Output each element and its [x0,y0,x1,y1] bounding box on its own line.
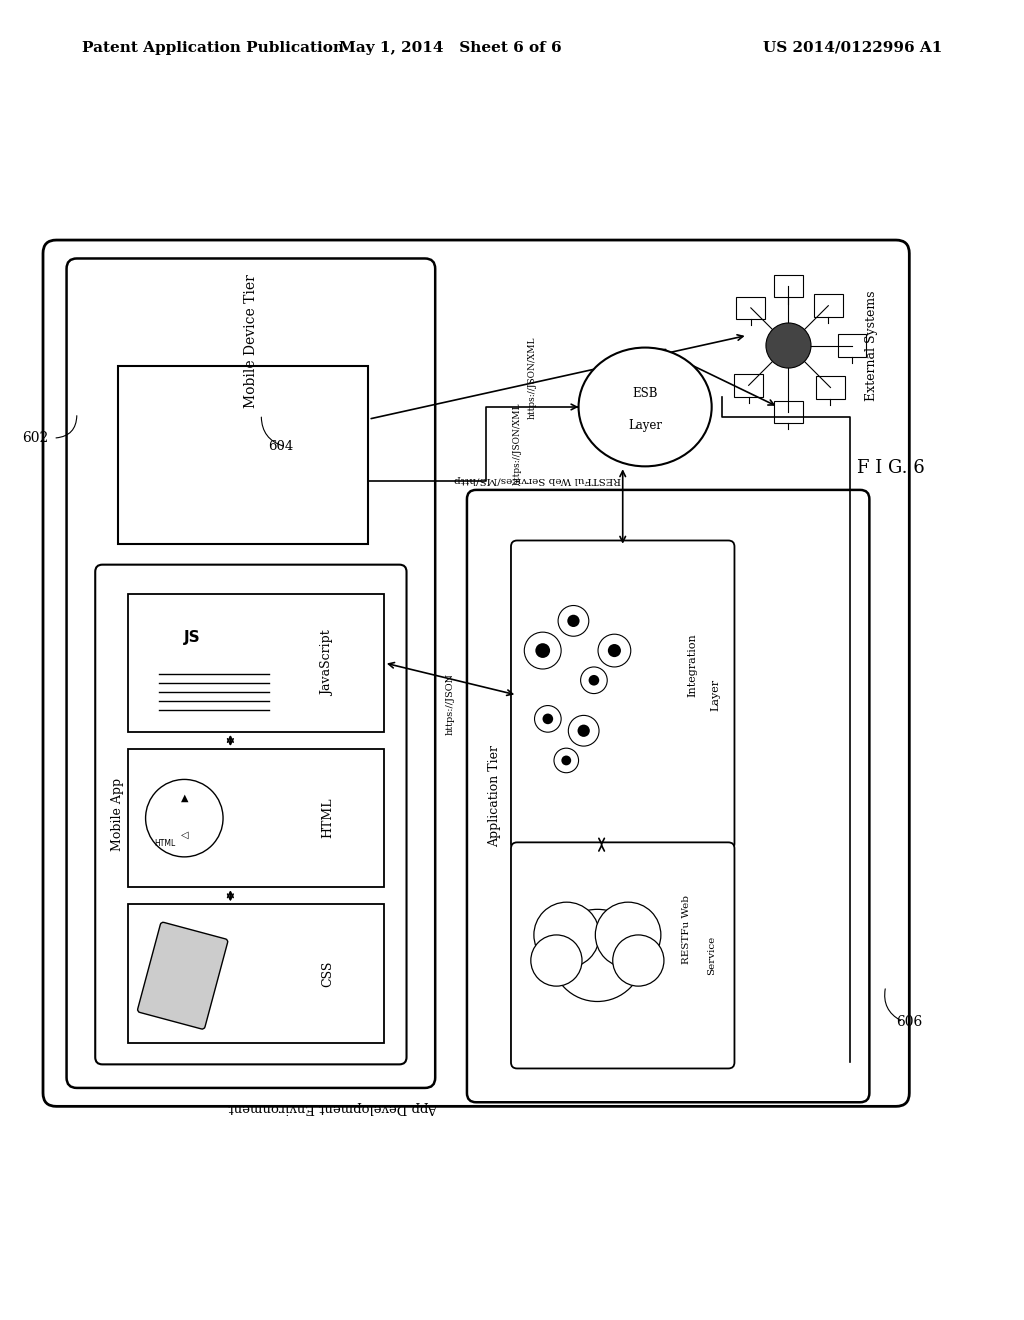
Text: Mobile Device Tier: Mobile Device Tier [244,273,258,408]
Text: RESTFul Web Services/MS/http: RESTFul Web Services/MS/http [454,475,622,483]
FancyBboxPatch shape [137,923,227,1030]
Bar [774,275,803,297]
Circle shape [558,606,589,636]
Bar [814,294,843,317]
Text: JS: JS [183,631,201,645]
Bar [816,376,845,399]
Circle shape [598,634,631,667]
Text: Integration: Integration [687,634,697,697]
FancyBboxPatch shape [95,565,407,1064]
Circle shape [608,644,621,657]
Text: https://JSON/XML: https://JSON/XML [528,337,537,420]
Circle shape [766,323,811,368]
Circle shape [568,715,599,746]
Circle shape [534,902,599,968]
Circle shape [578,725,590,737]
Bar [774,401,803,424]
Text: Layer: Layer [628,418,663,432]
Text: ◁: ◁ [180,830,188,840]
Ellipse shape [579,347,712,466]
Text: External Systems: External Systems [865,290,879,401]
Text: https://JSON/XML: https://JSON/XML [513,403,521,486]
Text: 602: 602 [22,432,48,445]
FancyBboxPatch shape [43,240,909,1106]
Text: Patent Application Publication: Patent Application Publication [82,41,344,54]
Bar [128,594,384,733]
Text: 604: 604 [268,440,294,453]
Circle shape [581,667,607,693]
Circle shape [535,706,561,733]
FancyBboxPatch shape [67,259,435,1088]
Bar [838,334,866,356]
Text: Application Tier: Application Tier [488,744,502,847]
Text: RESTFu Web: RESTFu Web [682,895,690,964]
Text: ESB: ESB [633,387,657,400]
Text: CSS: CSS [322,960,334,986]
FancyBboxPatch shape [511,842,734,1068]
Text: 606: 606 [896,1015,923,1028]
Text: US 2014/0122996 A1: US 2014/0122996 A1 [763,41,942,54]
Circle shape [567,615,580,627]
Circle shape [536,643,550,657]
Circle shape [612,935,664,986]
Text: https://JSON: https://JSON [446,673,455,735]
Bar [736,297,765,319]
Text: May 1, 2014   Sheet 6 of 6: May 1, 2014 Sheet 6 of 6 [339,41,562,54]
FancyBboxPatch shape [511,540,734,850]
Circle shape [595,902,660,968]
Bar [128,904,384,1043]
Circle shape [551,909,643,1002]
Text: App Development Environment: App Development Environment [228,1101,438,1114]
Circle shape [554,748,579,772]
Circle shape [561,755,571,766]
Text: JavaScript: JavaScript [322,630,334,696]
Circle shape [524,632,561,669]
Circle shape [589,675,599,685]
Text: Layer: Layer [711,678,721,711]
Text: HTML: HTML [155,838,176,847]
Text: Mobile App: Mobile App [111,777,124,851]
Bar [734,374,763,396]
Text: Service: Service [707,936,716,975]
Text: F I G. 6: F I G. 6 [857,459,925,478]
Circle shape [543,714,553,725]
Circle shape [530,935,582,986]
Text: ▲: ▲ [180,792,188,803]
Bar [128,748,384,887]
FancyBboxPatch shape [467,490,869,1102]
Text: HTML: HTML [322,797,334,838]
Bar [118,366,369,544]
